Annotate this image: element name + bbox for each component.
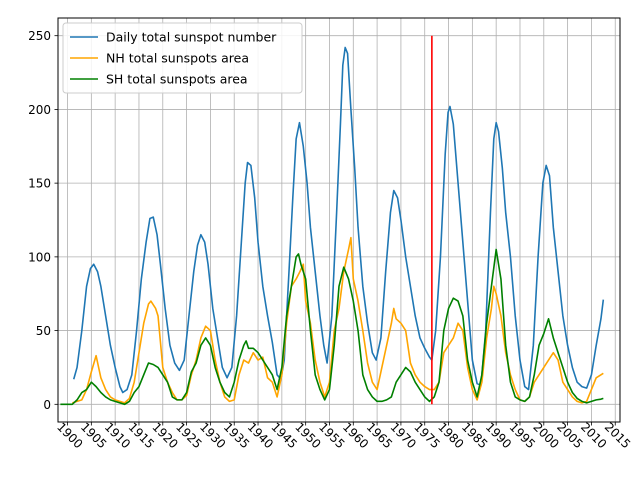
y-tick-label: 0 — [43, 398, 51, 412]
y-tick-label: 200 — [28, 103, 51, 117]
plot-frame — [57, 17, 621, 423]
y-tick-label: 150 — [28, 177, 51, 191]
y-tick-label: 50 — [36, 324, 51, 338]
legend-box — [62, 22, 303, 94]
legend-label: NH total sunspots area — [106, 51, 249, 66]
legend: Daily total sunspot number NH total sunsp… — [62, 22, 303, 94]
series-layer — [60, 46, 605, 406]
legend-label: SH total sunspots area — [106, 72, 248, 87]
y-tick-label: 250 — [28, 29, 51, 43]
legend-label: Daily total sunspot number — [106, 30, 277, 45]
series-line-2 — [72, 236, 604, 404]
series-line-1 — [72, 46, 605, 394]
y-tick-label: 100 — [28, 250, 51, 264]
series-line-3 — [60, 248, 604, 406]
